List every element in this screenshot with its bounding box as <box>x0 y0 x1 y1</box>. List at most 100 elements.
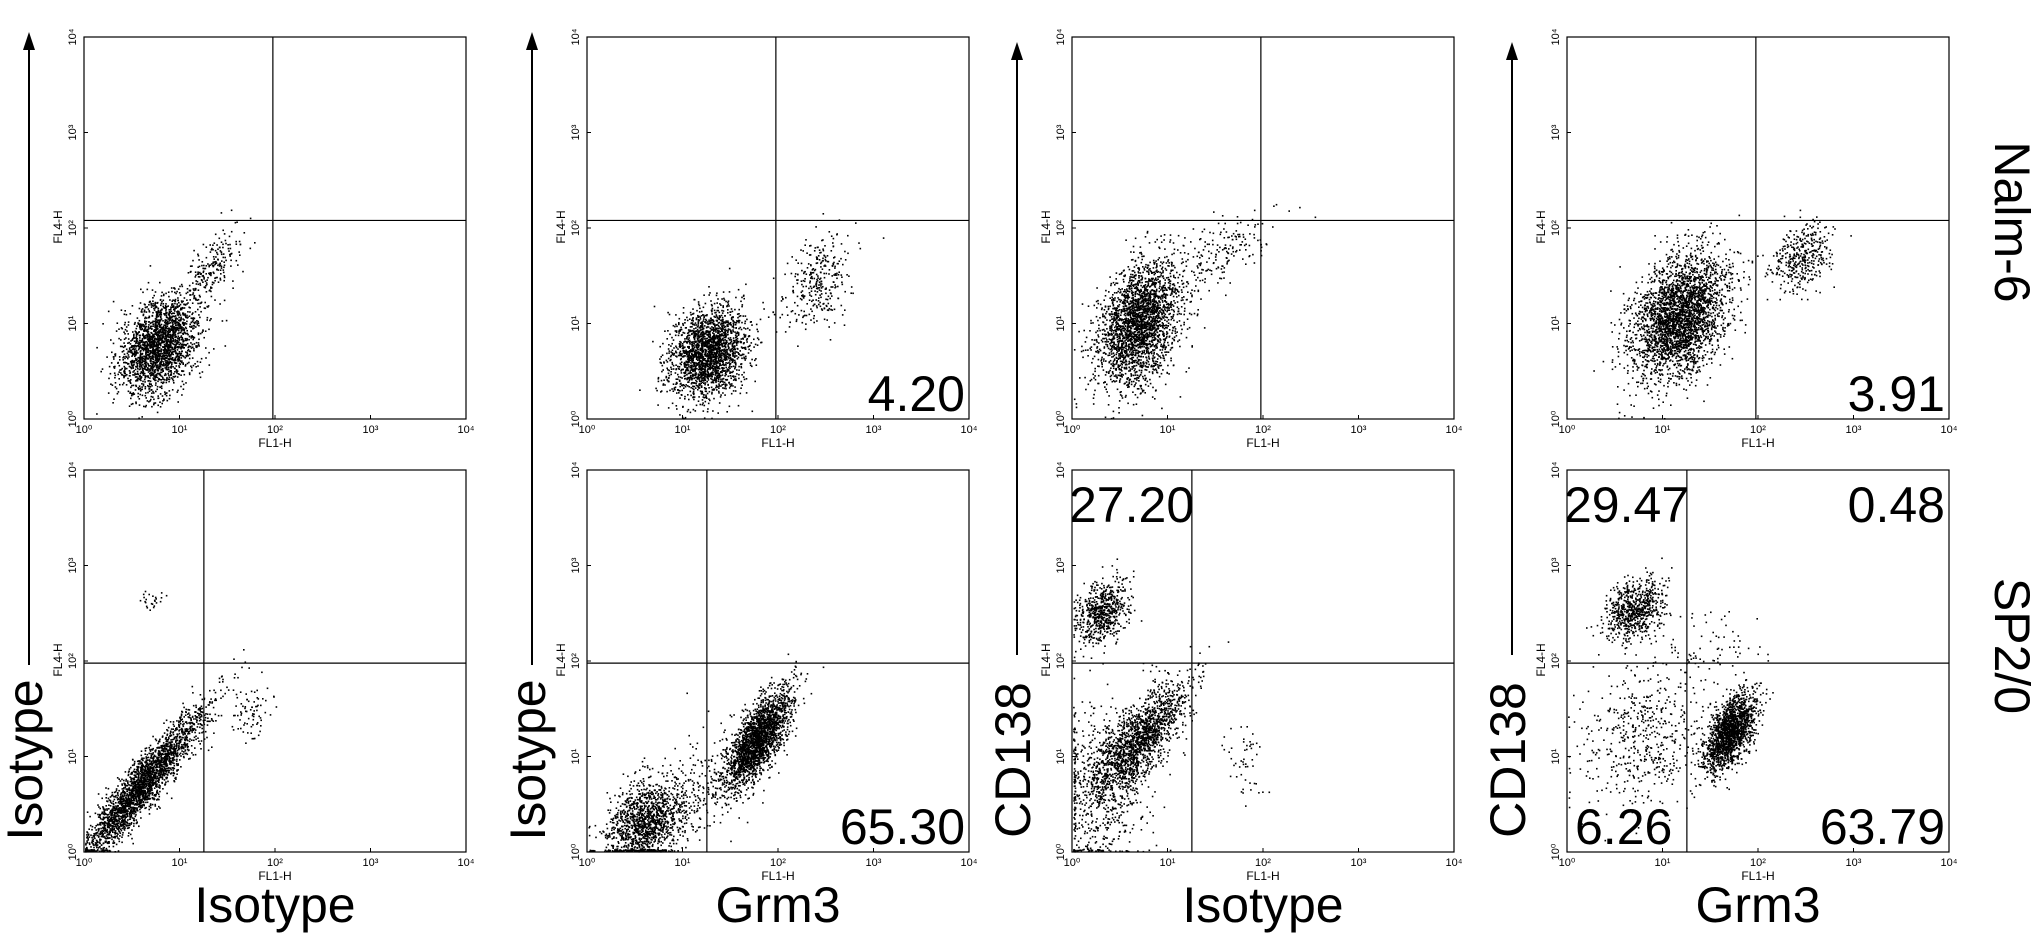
event-dot <box>192 339 194 341</box>
event-dot <box>155 291 157 293</box>
event-dot <box>714 310 716 312</box>
event-dot <box>833 238 835 240</box>
event-dot <box>165 337 167 339</box>
event-dot <box>689 341 691 343</box>
event-dot <box>738 369 740 371</box>
event-dot <box>175 347 177 349</box>
event-dot <box>132 339 134 341</box>
event-dot <box>661 371 663 373</box>
event-dot <box>819 294 821 296</box>
event-dot <box>683 312 685 314</box>
event-dot <box>148 380 150 382</box>
event-dot <box>221 241 223 243</box>
event-dot <box>152 289 154 291</box>
event-dot <box>813 322 815 324</box>
event-dot <box>687 411 689 413</box>
event-dot <box>671 368 673 370</box>
event-dot <box>157 345 159 347</box>
event-dot <box>178 320 180 322</box>
event-dot <box>730 342 732 344</box>
event-dot <box>709 353 711 355</box>
event-dot <box>236 221 238 223</box>
event-dot <box>726 379 728 381</box>
event-dot <box>711 329 713 331</box>
event-dot <box>700 376 702 378</box>
event-dot <box>686 342 688 344</box>
event-dot <box>153 342 155 344</box>
event-dot <box>162 320 164 322</box>
event-dot <box>137 317 139 319</box>
event-dot <box>170 366 172 368</box>
event-dot <box>698 362 700 364</box>
event-dot <box>129 370 131 372</box>
event-dot <box>705 373 707 375</box>
event-dot <box>826 319 828 321</box>
event-dot <box>136 325 138 327</box>
event-dot <box>757 337 759 339</box>
event-dot <box>730 375 732 377</box>
event-dot <box>96 347 98 349</box>
event-dot <box>222 230 224 232</box>
event-dot <box>707 411 709 413</box>
event-dot <box>170 374 172 376</box>
event-dot <box>139 320 141 322</box>
event-dot <box>675 324 677 326</box>
event-dot <box>750 350 752 352</box>
event-dot <box>688 346 690 348</box>
event-dot <box>734 368 736 370</box>
event-dot <box>756 364 758 366</box>
event-dot <box>679 366 681 368</box>
event-dot <box>150 332 152 334</box>
event-dot <box>121 309 123 311</box>
event-dot <box>716 349 718 351</box>
event-dot <box>694 370 696 372</box>
event-dot <box>681 372 683 374</box>
event-dot <box>803 311 805 313</box>
event-dot <box>183 388 185 390</box>
event-dot <box>142 328 144 330</box>
event-dot <box>161 295 163 297</box>
event-dot <box>672 354 674 356</box>
event-dot <box>710 318 712 320</box>
event-dot <box>818 297 820 299</box>
event-dot <box>752 411 754 413</box>
event-dot <box>719 402 721 404</box>
event-dot <box>719 363 721 365</box>
event-dot <box>199 306 201 308</box>
event-dot <box>676 347 678 349</box>
event-dot <box>672 352 674 354</box>
event-dot <box>726 340 728 342</box>
event-dot <box>128 380 130 382</box>
event-dot <box>718 310 720 312</box>
event-dots <box>1074 204 1316 420</box>
event-dot <box>161 359 163 361</box>
event-dot <box>737 313 739 315</box>
event-dot <box>165 333 167 335</box>
event-dot <box>178 288 180 290</box>
event-dot <box>187 288 189 290</box>
event-dot <box>676 392 678 394</box>
event-dot <box>804 271 806 273</box>
event-dot <box>158 330 160 332</box>
event-dot <box>225 240 227 242</box>
event-dot <box>834 266 836 268</box>
event-dot <box>149 335 151 337</box>
event-dot <box>693 368 695 370</box>
event-dot <box>148 282 150 284</box>
event-dot <box>804 244 806 246</box>
event-dot <box>797 283 799 285</box>
event-dot <box>134 346 136 348</box>
event-dot <box>711 393 713 395</box>
event-dot <box>151 374 153 376</box>
event-dot <box>820 278 822 280</box>
event-dot <box>168 367 170 369</box>
event-dot <box>705 371 707 373</box>
event-dot <box>142 308 144 310</box>
event-dot <box>197 309 199 311</box>
event-dot <box>828 303 830 305</box>
event-dot <box>723 365 725 367</box>
event-dot <box>171 327 173 329</box>
event-dot <box>155 318 157 320</box>
event-dot <box>818 300 820 302</box>
event-dot <box>744 336 746 338</box>
